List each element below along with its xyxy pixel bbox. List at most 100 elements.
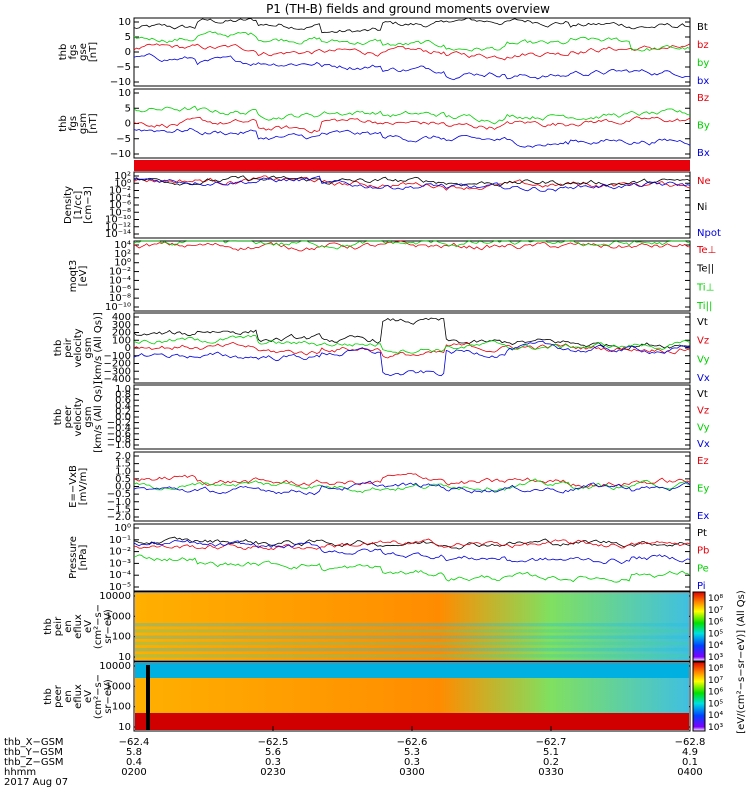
y-axis-label: E=−VxB [mV/m] [68, 465, 89, 508]
y-label-line: eflux [73, 614, 84, 639]
y-tick-label: 0.0 [115, 412, 131, 423]
y-label-line: fgs [68, 116, 79, 131]
y-tick-label: 10⁰ [114, 523, 131, 534]
series-Ne [133, 175, 691, 191]
legend-bz: bz [697, 40, 709, 51]
spectrogram-band [135, 629, 689, 633]
y-tick-label: 10⁻¹⁰ [105, 215, 131, 226]
y-tick-label: −10 [110, 149, 131, 160]
spectrogram-band [135, 654, 689, 658]
y-tick-label: 0 [125, 343, 131, 354]
y-tick-label: 400 [112, 312, 131, 323]
legend-Te⊥: Te⊥ [696, 245, 716, 256]
spectrogram-band [135, 623, 689, 627]
y-label-line: peir [63, 337, 74, 357]
panel-6: 2.01.51.00.50.0−0.5−1.0−1.5−2.0 E=−VxB [mV… [68, 451, 709, 523]
x-row-value: −62.7 [536, 737, 567, 748]
spectrogram-band [135, 641, 689, 646]
y-tick-label: 10⁰ [114, 178, 131, 189]
y-tick-label: 10⁰ [114, 258, 131, 269]
x-row-value: −62.6 [397, 737, 428, 748]
y-tick-label: 1000 [106, 681, 131, 692]
spectrogram-band [135, 678, 689, 718]
y-label-line: thb [53, 340, 64, 357]
y-label-line: sr−eV) [103, 609, 114, 644]
series-Ex [133, 480, 691, 496]
y-tick-label: −1.0 [107, 440, 131, 451]
legend-Ey: Ey [697, 484, 709, 495]
plot-title: P1 (TH-B) fields and ground moments over… [266, 2, 550, 16]
x-row-value: 0300 [399, 767, 424, 778]
y-tick-label: 10⁻² [109, 267, 131, 278]
data-gap [146, 665, 150, 730]
series-by [133, 31, 691, 52]
x-row-value: −62.5 [258, 737, 289, 748]
y-tick-label: 0 [125, 47, 131, 58]
y-label-line: [1/cc] [73, 191, 84, 220]
y-label-line: fgs [68, 44, 79, 59]
colorbar-tick: 10³ [708, 653, 723, 663]
y-axis-label: thb peer velocity gsm [km/s (All Qs)] [53, 381, 104, 453]
series-Vx [133, 340, 691, 377]
y-tick-label: −200 [104, 359, 131, 370]
colorbar-strip [692, 591, 706, 662]
legend-by: by [697, 58, 709, 69]
y-tick-label: 0 [125, 119, 131, 130]
legend-Vz: Vz [697, 406, 709, 417]
y-axis-label: thb peer en eflux eV (cm²−s− sr−eV) [43, 674, 114, 719]
legend-By: By [697, 121, 710, 132]
y-tick-label: −10 [110, 77, 131, 88]
panel-9: 10000 1000 100 10 thb peer en eflux eV (cm²−s− sr−… [43, 661, 691, 733]
y-tick-label: 10000 [99, 591, 131, 602]
x-row-value: 0.3 [265, 757, 281, 768]
panel-1: 10 5 0 −5 −10 thb fgs gsm [nT] Bz By Bx [58, 88, 710, 160]
mode-bar [134, 160, 690, 169]
y-tick-label: 1.0 [115, 466, 131, 477]
series-Vy [133, 334, 691, 354]
x-row-value: 5.8 [126, 747, 142, 758]
y-label-line: peer [53, 684, 64, 708]
legend-Vx: Vx [697, 439, 710, 450]
y-axis-label: thb peir velocity gsm [km/s (All Qs)] [53, 312, 104, 384]
x-row-value: 0330 [538, 767, 563, 778]
y-label-line: thb [53, 409, 64, 426]
colorbar-tick: 10³ [708, 723, 723, 733]
y-tick-label: 0.0 [115, 482, 131, 493]
y-tick-label: 1.0 [115, 384, 131, 395]
colorbar-tick: 10⁶ [708, 688, 723, 698]
y-label-line: [km/s (All Qs)] [93, 312, 104, 384]
y-tick-label: 10 [118, 88, 131, 99]
y-tick-label: −400 [104, 374, 131, 385]
x-row-name: thb_Z−GSM [4, 757, 64, 768]
y-tick-label: −0.4 [107, 423, 131, 434]
y-tick-label: 10⁻⁸ [109, 293, 131, 304]
colorbar-tick: 10⁸ [708, 594, 723, 604]
y-tick-label: 100 [112, 335, 131, 346]
y-label-line: gsm [83, 406, 94, 427]
y-tick-label: −0.5 [107, 489, 131, 500]
y-tick-label: 10⁻⁸ [109, 207, 131, 218]
legend-Bx: Bx [697, 148, 710, 159]
spectrogram-low [135, 713, 689, 730]
y-tick-label: 10⁻⁶ [109, 200, 131, 211]
y-label-line: eflux [73, 684, 84, 709]
series-bz [133, 43, 691, 61]
panel-frame [133, 591, 691, 662]
legend-Ti⊥: Ti⊥ [696, 282, 714, 293]
y-axis-label: moqt3 [eV] [68, 260, 89, 293]
y-tick-label: 0.2 [115, 406, 131, 417]
y-label-line: thb [58, 44, 69, 61]
y-tick-label: 10 [118, 652, 131, 663]
legend-Vt: Vt [697, 317, 708, 328]
colorbar-tick: 10⁸ [708, 664, 723, 674]
y-tick-label: 10⁻¹ [109, 535, 131, 546]
x-row-value: 5.6 [265, 747, 281, 758]
y-tick-label: 10⁻⁴ [109, 193, 131, 204]
y-label-line: gse [78, 43, 89, 61]
colorbar-strip [692, 661, 706, 732]
panel-8: 10000 1000 100 10 thb peir en eflux eV (cm²−s− sr−… [43, 591, 691, 663]
y-tick-label: 10⁻⁶ [109, 284, 131, 295]
y-tick-label: −0.8 [107, 434, 131, 445]
